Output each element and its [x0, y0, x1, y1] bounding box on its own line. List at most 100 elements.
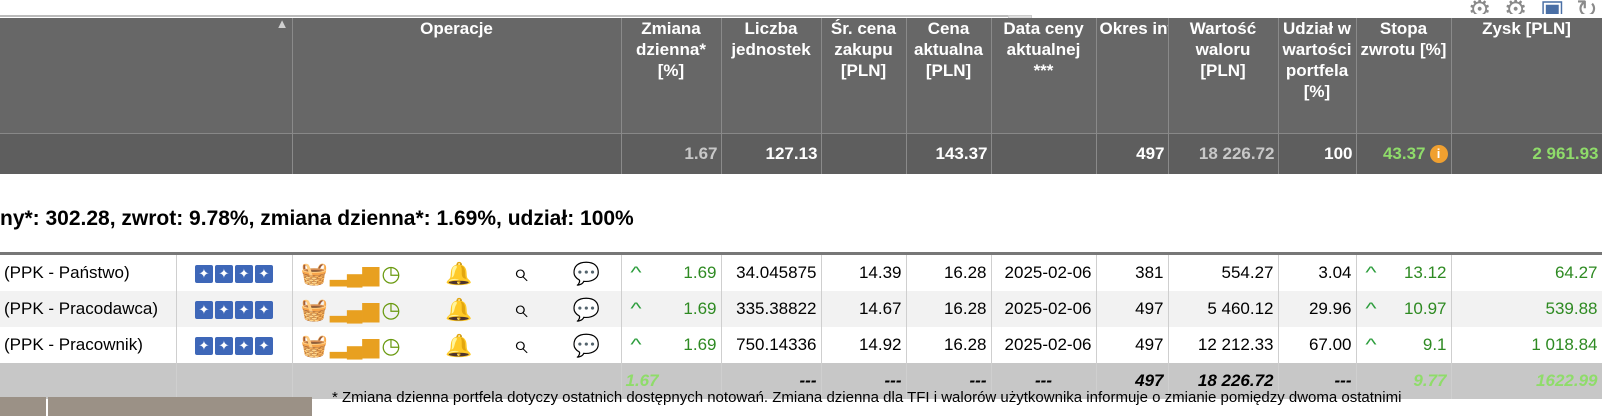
summary-zysk: 2 961.93: [1451, 133, 1602, 174]
rating-cell: ✦ ✦ ✦ ✦: [176, 327, 293, 363]
chat-icon[interactable]: 💬: [572, 333, 601, 358]
operations-cell: 🧺 ▂▄▆ ◷ 🔔 ⌕ 💬: [292, 327, 622, 363]
gear-icon[interactable]: ⚙: [1504, 0, 1530, 14]
cena-cell: 16.28: [906, 291, 992, 327]
arrow-up-icon: ^: [629, 299, 642, 318]
column-header-zysk[interactable]: Zysk [PLN]: [1451, 18, 1602, 134]
position-name[interactable]: (PPK - Pracownik): [0, 327, 177, 363]
history-clock-icon[interactable]: ◷: [381, 297, 401, 322]
wartosc-cell: 12 212.33: [1168, 327, 1279, 363]
column-header-data[interactable]: Data ceny aktualnej ***: [991, 18, 1097, 134]
column-header-stopa[interactable]: Stopa zwrotu [%]: [1356, 18, 1452, 134]
column-header-liczba[interactable]: Liczba jednostek: [721, 18, 822, 134]
chat-icon[interactable]: 💬: [572, 261, 601, 286]
liczba-cell: 750.14336: [721, 327, 822, 363]
totals-okres: 497: [1096, 363, 1169, 399]
rating-star-icon: ✦ ✦ ✦ ✦: [195, 337, 273, 355]
summary-stopa-value: 43.37: [1382, 144, 1426, 163]
info-icon[interactable]: i: [1429, 145, 1448, 163]
totals-cena: ---: [906, 363, 992, 399]
positions-table: (PPK - Państwo) ✦ ✦ ✦ ✦ 🧺 ▂▄▆ ◷ 🔔 ⌕ 💬 ^ 1.69 3…: [0, 252, 1602, 399]
alert-bell-icon[interactable]: 🔔: [445, 297, 473, 322]
cena-cell: 16.28: [906, 253, 992, 291]
portfolio-header-table: ▲ Operacje Zmiana dzienna* [%] Liczba je…: [0, 16, 1602, 174]
basket-icon[interactable]: 🧺: [300, 297, 328, 322]
totals-data: ---: [991, 363, 1097, 399]
totals-cell-empty: [0, 363, 177, 399]
bottom-panel-left: [0, 397, 46, 416]
column-header-cena[interactable]: Cena aktualna [PLN]: [906, 18, 992, 134]
settings-icon[interactable]: ⚙: [1468, 0, 1494, 14]
chart-bars-icon[interactable]: ▂▄▆: [329, 261, 380, 286]
top-divider: [0, 15, 1010, 17]
chat-icon[interactable]: 💬: [572, 297, 601, 322]
save-icon[interactable]: ▣: [1540, 0, 1566, 14]
sr-cena-cell: 14.67: [821, 291, 907, 327]
summary-stopa: 43.37 i: [1356, 133, 1452, 174]
column-header-okres[interactable]: Okres inwestycji: [1096, 18, 1169, 134]
column-header-wartosc[interactable]: Wartość waloru [PLN]: [1168, 18, 1279, 134]
okres-cell: 497: [1096, 327, 1169, 363]
stopa-cell: ^ 10.97: [1356, 291, 1452, 327]
column-header-zmiana[interactable]: Zmiana dzienna* [%]: [621, 18, 722, 134]
arrow-up-icon: ^: [1364, 335, 1377, 354]
table-row[interactable]: (PPK - Państwo) ✦ ✦ ✦ ✦ 🧺 ▂▄▆ ◷ 🔔 ⌕ 💬 ^ 1.69 3…: [0, 253, 1602, 291]
chart-bars-icon[interactable]: ▂▄▆: [329, 297, 380, 322]
rating-cell: ✦ ✦ ✦ ✦: [176, 253, 293, 291]
table-row[interactable]: (PPK - Pracodawca) ✦ ✦ ✦ ✦ 🧺 ▂▄▆ ◷ 🔔 ⌕ 💬 ^ 1.6…: [0, 291, 1602, 327]
history-clock-icon[interactable]: ◷: [381, 333, 401, 358]
summary-okres: 497: [1096, 133, 1169, 174]
okres-cell: 381: [1096, 253, 1169, 291]
udzial-cell: 3.04: [1278, 253, 1357, 291]
position-name[interactable]: (PPK - Pracodawca): [0, 291, 177, 327]
data-cell: 2025-02-06: [991, 291, 1097, 327]
sr-cena-cell: 14.39: [821, 253, 907, 291]
totals-sr-cena: ---: [821, 363, 907, 399]
totals-wartosc: 18 226.72: [1168, 363, 1279, 399]
totals-zmiana: 1.67: [621, 363, 722, 399]
column-header-name[interactable]: ▲: [0, 16, 293, 134]
table-row[interactable]: (PPK - Pracownik) ✦ ✦ ✦ ✦ 🧺 ▂▄▆ ◷ 🔔 ⌕ 💬 ^ 1.69…: [0, 327, 1602, 363]
history-clock-icon[interactable]: ◷: [381, 261, 401, 286]
cena-cell: 16.28: [906, 327, 992, 363]
search-icon[interactable]: ⌕: [513, 293, 528, 323]
zmiana-value: 1.69: [683, 335, 717, 354]
summary-sr-cena: [821, 133, 907, 174]
refresh-icon[interactable]: ↻: [1576, 0, 1602, 14]
column-header-udzial[interactable]: Udział w wartości portfela [%]: [1278, 18, 1357, 134]
zysk-cell: 539.88: [1451, 291, 1602, 327]
totals-liczba: ---: [721, 363, 822, 399]
alert-bell-icon[interactable]: 🔔: [445, 333, 473, 358]
totals-zysk: 1622.99: [1451, 363, 1602, 399]
zmiana-cell: ^ 1.69: [621, 253, 722, 291]
position-name[interactable]: (PPK - Państwo): [0, 253, 177, 291]
summary-data: [991, 133, 1097, 174]
rating-star-icon: ✦ ✦ ✦ ✦: [195, 301, 273, 319]
chart-bars-icon[interactable]: ▂▄▆: [329, 333, 380, 358]
stopa-value: 10.97: [1403, 299, 1447, 318]
column-header-operacje[interactable]: Operacje: [292, 18, 622, 134]
totals-stopa: 9.77: [1356, 363, 1452, 399]
summary-cena: 143.37: [906, 133, 992, 174]
arrow-up-icon: ^: [629, 263, 642, 282]
footnote: * Zmiana dzienna portfela dotyczy ostatn…: [332, 389, 1402, 406]
search-icon[interactable]: ⌕: [513, 329, 528, 359]
stopa-cell: ^ 9.1: [1356, 327, 1452, 363]
data-cell: 2025-02-06: [991, 253, 1097, 291]
zmiana-cell: ^ 1.69: [621, 291, 722, 327]
basket-icon[interactable]: 🧺: [300, 261, 328, 286]
triangle-up-icon[interactable]: ▲: [275, 16, 289, 31]
data-cell: 2025-02-06: [991, 327, 1097, 363]
summary-cell-empty: [292, 133, 622, 174]
liczba-cell: 34.045875: [721, 253, 822, 291]
summary-zmiana: 1.67: [621, 133, 722, 174]
portfolio-summary-line: ny*: 302.28, zwrot: 9.78%, zmiana dzienn…: [0, 207, 634, 230]
zmiana-cell: ^ 1.69: [621, 327, 722, 363]
column-header-sr-cena[interactable]: Śr. cena zakupu [PLN]: [821, 18, 907, 134]
rating-cell: ✦ ✦ ✦ ✦: [176, 291, 293, 327]
wartosc-cell: 5 460.12: [1168, 291, 1279, 327]
basket-icon[interactable]: 🧺: [300, 333, 328, 358]
alert-bell-icon[interactable]: 🔔: [445, 261, 473, 286]
search-icon[interactable]: ⌕: [513, 257, 528, 287]
wartosc-cell: 554.27: [1168, 253, 1279, 291]
